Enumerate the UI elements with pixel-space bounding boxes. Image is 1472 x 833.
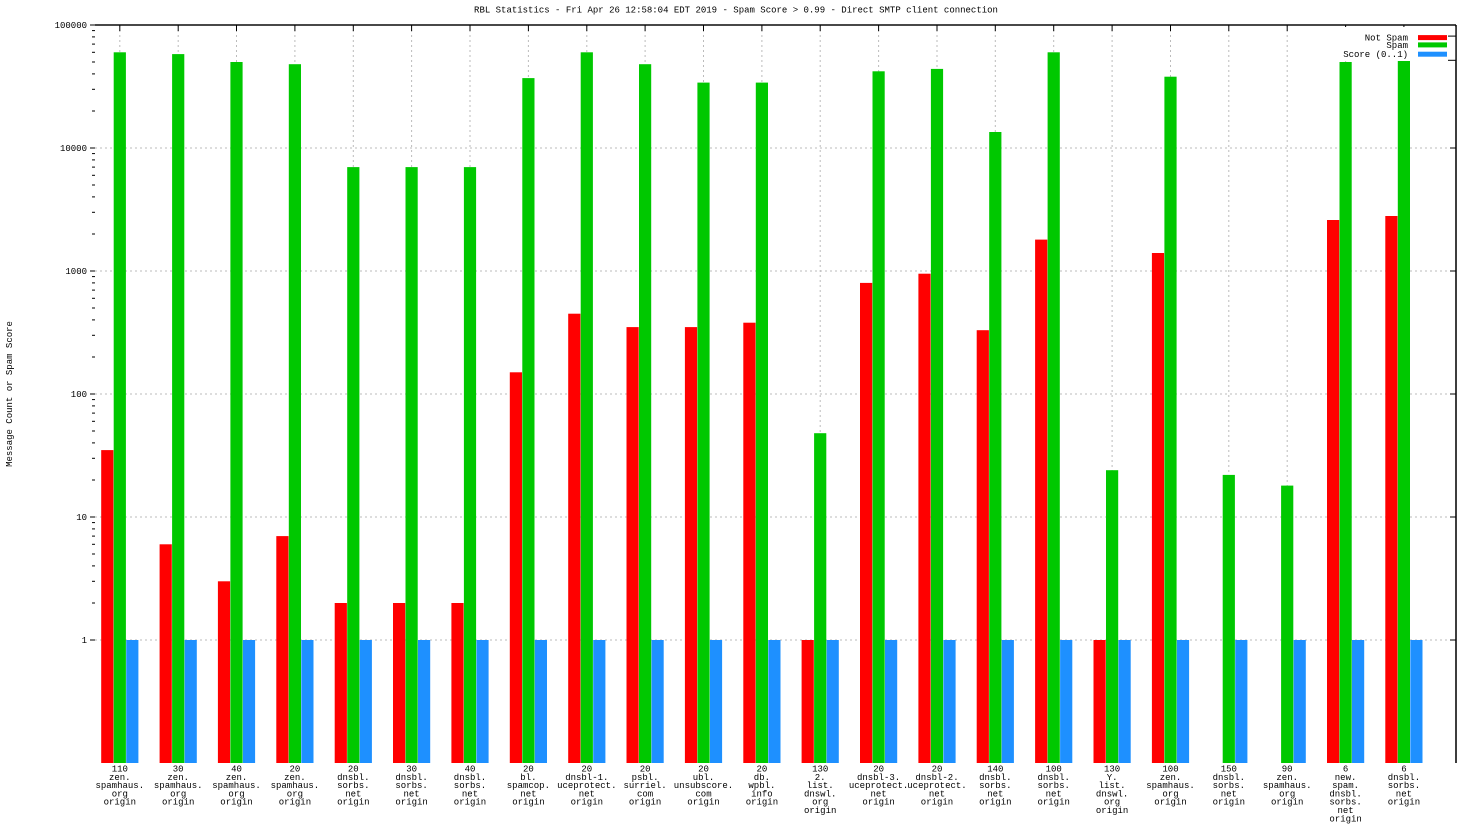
svg-text:origin: origin [921,798,953,808]
svg-text:origin: origin [1388,798,1420,808]
svg-text:origin: origin [1154,798,1186,808]
svg-text:100000: 100000 [55,21,87,31]
svg-text:origin: origin [1213,798,1245,808]
svg-text:origin: origin [746,798,778,808]
svg-text:origin: origin [220,798,252,808]
svg-text:origin: origin [279,798,311,808]
svg-text:origin: origin [337,798,369,808]
svg-text:origin: origin [512,798,544,808]
svg-text:RBL Statistics - Fri Apr 26 12: RBL Statistics - Fri Apr 26 12:58:04 EDT… [474,6,998,16]
svg-text:10000: 10000 [60,144,87,154]
svg-text:1000: 1000 [65,267,87,277]
svg-text:10: 10 [76,513,87,523]
svg-text:origin: origin [687,798,719,808]
svg-text:1: 1 [82,636,87,646]
svg-text:origin: origin [1271,798,1303,808]
svg-text:origin: origin [1037,798,1069,808]
svg-text:origin: origin [395,798,427,808]
svg-text:origin: origin [571,798,603,808]
svg-text:origin: origin [1329,814,1361,824]
svg-text:Score (0..1): Score (0..1) [1343,50,1408,60]
svg-text:origin: origin [1096,806,1128,816]
svg-text:origin: origin [162,798,194,808]
svg-text:origin: origin [629,798,661,808]
svg-text:origin: origin [804,806,836,816]
svg-text:origin: origin [862,798,894,808]
svg-text:100: 100 [71,390,87,400]
svg-text:origin: origin [454,798,486,808]
svg-text:Message Count or Spam Score: Message Count or Spam Score [5,321,15,467]
svg-text:origin: origin [104,798,136,808]
svg-text:origin: origin [979,798,1011,808]
